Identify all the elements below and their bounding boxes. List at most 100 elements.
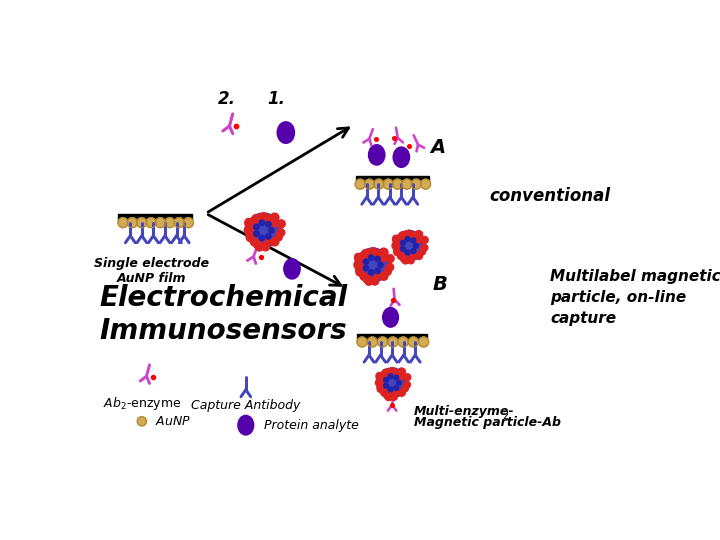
- Circle shape: [385, 394, 392, 401]
- Text: Magnetic particle-Ab: Magnetic particle-Ab: [414, 416, 561, 429]
- Circle shape: [269, 227, 274, 233]
- Text: Single electrode
AuNP film: Single electrode AuNP film: [94, 257, 209, 285]
- Circle shape: [377, 386, 384, 393]
- Circle shape: [361, 249, 369, 258]
- Circle shape: [387, 255, 394, 262]
- Circle shape: [402, 179, 412, 189]
- Circle shape: [265, 239, 271, 245]
- Circle shape: [400, 246, 405, 251]
- Circle shape: [246, 213, 281, 248]
- Circle shape: [402, 384, 408, 390]
- Circle shape: [397, 381, 401, 385]
- Circle shape: [379, 272, 388, 280]
- Text: 2.: 2.: [217, 90, 235, 109]
- Circle shape: [369, 248, 377, 255]
- Circle shape: [184, 218, 194, 228]
- Bar: [357, 334, 427, 342]
- Circle shape: [394, 247, 400, 254]
- Circle shape: [404, 374, 411, 381]
- Circle shape: [380, 255, 387, 262]
- Circle shape: [371, 277, 379, 285]
- Circle shape: [386, 264, 394, 271]
- Circle shape: [406, 230, 413, 237]
- Text: A: A: [431, 138, 446, 157]
- Circle shape: [405, 237, 410, 241]
- Circle shape: [400, 240, 405, 245]
- Circle shape: [354, 253, 362, 261]
- Circle shape: [375, 256, 380, 262]
- Circle shape: [420, 247, 426, 254]
- Circle shape: [415, 252, 423, 260]
- Circle shape: [256, 244, 264, 251]
- Circle shape: [355, 256, 362, 263]
- Circle shape: [393, 238, 400, 244]
- Circle shape: [405, 250, 410, 255]
- Circle shape: [364, 266, 369, 271]
- Circle shape: [394, 375, 399, 380]
- Text: B: B: [433, 275, 447, 294]
- Circle shape: [384, 377, 388, 382]
- Circle shape: [411, 238, 415, 243]
- Circle shape: [275, 232, 282, 239]
- Circle shape: [138, 417, 146, 426]
- Circle shape: [384, 391, 392, 399]
- Circle shape: [418, 337, 428, 347]
- Circle shape: [165, 218, 175, 228]
- Circle shape: [260, 213, 268, 220]
- Text: Multi-enzyme-: Multi-enzyme-: [414, 405, 514, 418]
- Circle shape: [408, 257, 414, 264]
- Circle shape: [411, 232, 418, 239]
- Circle shape: [364, 179, 374, 189]
- Circle shape: [420, 179, 431, 189]
- Text: 2: 2: [503, 411, 508, 421]
- Circle shape: [394, 370, 400, 376]
- Circle shape: [408, 337, 418, 347]
- Ellipse shape: [238, 415, 253, 435]
- Circle shape: [382, 369, 389, 376]
- Circle shape: [246, 221, 253, 228]
- Circle shape: [384, 269, 391, 275]
- Circle shape: [266, 234, 271, 239]
- Circle shape: [411, 179, 421, 189]
- Circle shape: [399, 232, 406, 239]
- Circle shape: [256, 214, 264, 222]
- Circle shape: [259, 220, 264, 226]
- Circle shape: [410, 253, 416, 259]
- Circle shape: [377, 375, 383, 381]
- Circle shape: [146, 218, 156, 228]
- Circle shape: [363, 274, 372, 284]
- Circle shape: [354, 260, 363, 269]
- Text: Capture Antibody: Capture Antibody: [191, 400, 300, 413]
- Circle shape: [118, 218, 128, 228]
- Circle shape: [379, 248, 388, 257]
- Circle shape: [364, 259, 369, 265]
- Circle shape: [355, 179, 365, 189]
- Circle shape: [245, 219, 253, 226]
- Circle shape: [357, 337, 367, 347]
- Circle shape: [277, 229, 285, 237]
- Circle shape: [252, 214, 260, 222]
- Circle shape: [402, 386, 408, 391]
- Circle shape: [398, 337, 408, 347]
- Circle shape: [375, 250, 382, 257]
- Circle shape: [276, 234, 282, 241]
- Circle shape: [376, 373, 382, 379]
- Circle shape: [413, 244, 418, 248]
- Text: $\mathit{AuNP}$: $\mathit{AuNP}$: [155, 415, 191, 428]
- Circle shape: [411, 249, 415, 254]
- Circle shape: [384, 383, 388, 388]
- Text: 1.: 1.: [268, 90, 286, 109]
- Text: Protein analyte: Protein analyte: [264, 418, 359, 431]
- Circle shape: [421, 237, 428, 244]
- Circle shape: [253, 240, 263, 249]
- Circle shape: [400, 254, 408, 262]
- Circle shape: [397, 234, 404, 241]
- Bar: [118, 214, 192, 222]
- Circle shape: [415, 237, 422, 243]
- Circle shape: [375, 379, 383, 387]
- Circle shape: [244, 226, 253, 235]
- Circle shape: [377, 384, 384, 391]
- Circle shape: [420, 249, 426, 255]
- Circle shape: [392, 235, 400, 242]
- Circle shape: [366, 249, 374, 257]
